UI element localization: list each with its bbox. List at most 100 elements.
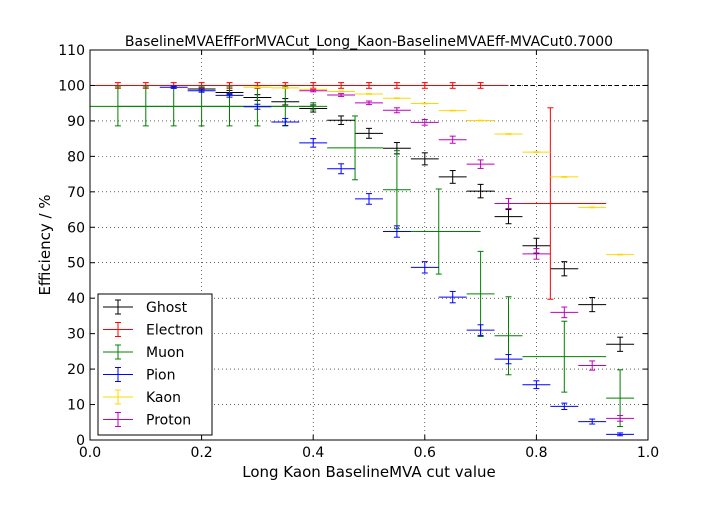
legend-label: Electron — [146, 323, 203, 339]
x-tick-label: 0.6 — [414, 445, 436, 461]
y-tick-label: 30 — [67, 327, 85, 343]
series-ghost — [187, 86, 635, 352]
data-point-pion — [271, 117, 300, 127]
data-point-pion — [382, 225, 411, 238]
legend-entry-muon: Muon — [103, 344, 184, 361]
data-point-pion — [494, 354, 523, 365]
data-point-proton — [606, 415, 635, 422]
y-tick-label: 110 — [58, 43, 85, 59]
data-point-pion — [187, 88, 216, 93]
data-point-proton — [578, 360, 607, 371]
data-point-pion — [410, 261, 439, 274]
data-point-muon — [299, 102, 328, 111]
data-point-kaon — [438, 109, 467, 112]
data-point-proton — [327, 93, 356, 97]
data-point-pion — [606, 432, 635, 437]
data-point-ghost — [438, 170, 467, 184]
data-point-kaon — [550, 176, 579, 178]
data-point-pion — [327, 163, 356, 175]
series-pion — [159, 85, 635, 437]
legend-entry-electron: Electron — [103, 322, 203, 339]
legend-label: Proton — [146, 413, 191, 429]
y-tick-label: 70 — [67, 185, 85, 201]
y-tick-label: 50 — [67, 256, 85, 272]
y-tick-label: 100 — [58, 78, 85, 94]
data-point-kaon — [522, 151, 551, 153]
y-axis-label: Efficiency / % — [36, 194, 54, 295]
data-point-kaon — [355, 93, 383, 95]
data-point-kaon — [494, 133, 523, 135]
data-point-proton — [494, 198, 523, 209]
data-point-pion — [355, 193, 383, 205]
data-point-ghost — [494, 209, 523, 225]
data-point-kaon — [271, 87, 300, 89]
data-point-kaon — [410, 102, 439, 105]
y-tick-label: 10 — [67, 398, 85, 414]
data-point-muon — [382, 150, 411, 230]
x-tick-label: 0.2 — [190, 445, 212, 461]
data-point-pion — [522, 380, 551, 390]
data-point-ghost — [606, 336, 635, 352]
y-tick-label: 20 — [67, 362, 85, 378]
legend-label: Kaon — [146, 390, 181, 406]
data-point-muon — [327, 115, 383, 181]
data-point-proton — [550, 306, 579, 319]
legend-entry-kaon: Kaon — [103, 389, 181, 406]
data-point-kaon — [606, 253, 635, 256]
data-point-ghost — [578, 296, 607, 313]
legend-label: Ghost — [146, 300, 188, 316]
data-point-ghost — [355, 127, 383, 139]
data-point-electron — [452, 82, 509, 89]
data-point-proton — [299, 89, 328, 93]
data-point-proton — [522, 248, 551, 260]
series-kaon — [243, 86, 635, 256]
data-point-proton — [410, 118, 439, 126]
y-tick-label: 80 — [67, 149, 85, 165]
data-point-ghost — [550, 261, 579, 277]
data-point-kaon — [578, 206, 607, 209]
x-tick-label: 0.8 — [525, 445, 547, 461]
data-point-pion — [550, 402, 579, 411]
data-point-proton — [438, 135, 467, 144]
data-point-kaon — [327, 90, 356, 93]
data-point-pion — [159, 85, 188, 89]
data-point-ghost — [410, 152, 439, 166]
y-tick-label: 40 — [67, 291, 85, 307]
data-point-muon — [522, 320, 607, 393]
legend-entry-proton: Proton — [103, 412, 191, 429]
data-point-pion — [466, 324, 495, 336]
x-tick-label: 0.4 — [302, 445, 324, 461]
y-tick-label: 0 — [76, 433, 85, 449]
series-muon — [90, 86, 635, 428]
data-point-proton — [382, 107, 411, 114]
data-point-ghost — [466, 183, 495, 199]
legend-box — [97, 293, 213, 436]
y-tick-label: 90 — [67, 114, 85, 130]
data-point-proton — [466, 159, 495, 169]
data-point-pion — [215, 93, 244, 98]
data-point-pion — [243, 103, 272, 110]
data-layer — [90, 82, 635, 437]
data-point-pion — [578, 418, 607, 425]
data-point-proton — [355, 100, 383, 106]
series-proton — [299, 89, 635, 422]
data-point-kaon — [243, 86, 272, 89]
x-tick-label: 1.0 — [637, 445, 659, 461]
plot-frame — [89, 49, 649, 441]
legend-label: Muon — [146, 345, 184, 361]
data-point-muon — [466, 250, 495, 337]
legend-entry-pion: Pion — [103, 367, 175, 384]
data-point-ghost — [327, 115, 356, 125]
x-axis-label: Long Kaon BaselineMVA cut value — [242, 463, 496, 481]
data-point-pion — [299, 138, 328, 148]
legend-label: Pion — [146, 368, 175, 384]
x-tick-label: 0.0 — [79, 445, 101, 461]
series-electron — [90, 82, 607, 300]
axis-layer: 0.0 0.2 0.4 0.6 0.8 1.0 0 10 20 30 40 50 60 70 80 90 100… — [58, 43, 659, 461]
data-point-kaon — [466, 119, 495, 122]
legend: Ghost Electron Muon Pion Kaon Proton — [97, 293, 213, 436]
y-tick-label: 60 — [67, 220, 85, 236]
data-point-kaon — [382, 97, 411, 100]
legend-entry-ghost: Ghost — [103, 299, 188, 316]
